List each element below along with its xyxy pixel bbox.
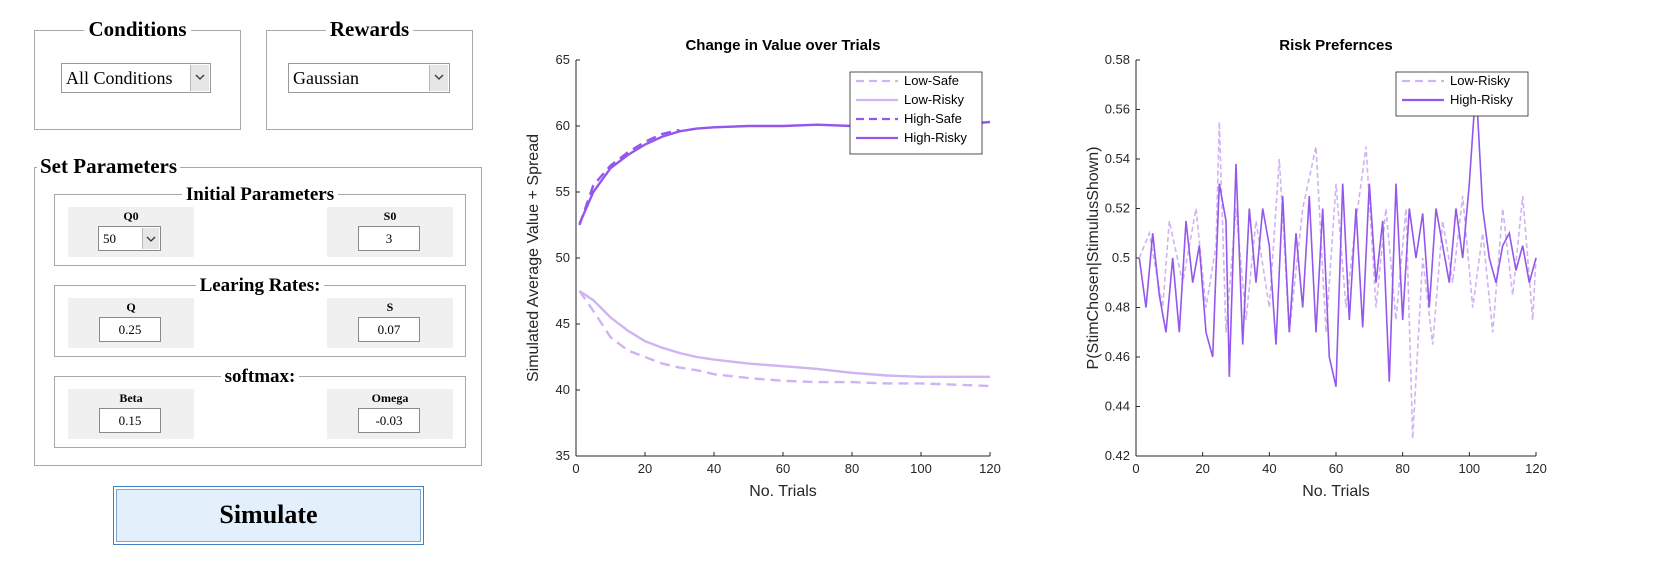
value-over-trials-chart: Change in Value over Trials 0 20 40 60 80 100 1… <box>525 37 1001 500</box>
conditions-title: Conditions <box>84 17 191 41</box>
y-tick-label: 0.54 <box>1105 151 1130 166</box>
x-tick-label: 40 <box>707 461 721 476</box>
x-tick-label: 120 <box>979 461 1001 476</box>
legend-label: Low-Risky <box>1450 73 1510 88</box>
x-tick-label: 120 <box>1525 461 1547 476</box>
y-tick-label: 0.5 <box>1112 250 1130 265</box>
q0-param: Q0 50 <box>68 207 194 257</box>
beta-label: Beta <box>119 391 143 405</box>
series-line-high-risky <box>1138 84 1537 387</box>
initial-parameters-group: Initial Parameters Q0 50 S0 3 <box>54 184 466 266</box>
x-tick-label: 20 <box>638 461 652 476</box>
y-tick-label: 45 <box>556 316 570 331</box>
rewards-panel: Rewards Gaussian <box>266 17 473 130</box>
learning-rates-group: Learing Rates: Q 0.25 S 0.07 <box>54 275 466 357</box>
s0-input[interactable]: 3 <box>358 226 420 251</box>
q-param: Q 0.25 <box>68 298 194 348</box>
set-parameters-title: Set Parameters <box>40 154 178 178</box>
initial-parameters-title: Initial Parameters <box>181 184 339 205</box>
y-tick-label: 0.48 <box>1105 300 1130 315</box>
omega-input[interactable]: -0.03 <box>358 408 420 433</box>
legend-label: Low-Safe <box>904 73 959 88</box>
x-tick-label: 100 <box>1458 461 1480 476</box>
x-axis-label: No. Trials <box>749 483 817 500</box>
series-line-high-safe <box>578 128 680 226</box>
q0-value: 50 <box>103 231 116 246</box>
risk-preferences-chart: Risk Prefernces 0 20 40 60 80 100 120 0.42 0.44 0.… <box>1085 37 1547 500</box>
omega-label: Omega <box>371 391 409 405</box>
legend-label: High-Safe <box>904 111 962 126</box>
y-tick-label: 55 <box>556 184 570 199</box>
x-tick-label: 0 <box>1132 461 1139 476</box>
x-tick-label: 80 <box>845 461 859 476</box>
legend-label: High-Risky <box>904 130 967 145</box>
chevron-down-icon[interactable] <box>190 65 209 91</box>
chevron-down-icon[interactable] <box>429 65 448 91</box>
s-input[interactable]: 0.07 <box>358 317 420 342</box>
s0-label: S0 <box>383 209 397 223</box>
y-axis-label: P(StimChosen|StimulusShown) <box>1085 147 1102 370</box>
beta-param: Beta 0.15 <box>68 389 194 439</box>
x-tick-label: 60 <box>1329 461 1343 476</box>
x-tick-label: 80 <box>1395 461 1409 476</box>
series-line-low-safe <box>578 290 991 388</box>
chart-title: Risk Prefernces <box>1279 37 1392 54</box>
y-tick-label: 0.44 <box>1105 399 1130 414</box>
s0-param: S0 3 <box>327 207 453 257</box>
x-tick-label: 60 <box>776 461 790 476</box>
learning-rates-title: Learing Rates: <box>195 275 325 296</box>
simulate-button[interactable]: Simulate <box>113 486 424 545</box>
x-tick-label: 100 <box>910 461 932 476</box>
y-tick-label: 65 <box>556 52 570 67</box>
y-tick-label: 0.58 <box>1105 52 1130 67</box>
series-line-low-risky <box>578 290 990 378</box>
chart-title: Change in Value over Trials <box>685 37 880 54</box>
q-label: Q <box>126 300 136 314</box>
y-tick-label: 40 <box>556 382 570 397</box>
softmax-title: softmax: <box>220 366 300 387</box>
rewards-selected: Gaussian <box>293 68 359 88</box>
s-label: S <box>386 300 394 314</box>
legend-label: High-Risky <box>1450 92 1513 107</box>
y-tick-label: 60 <box>556 118 570 133</box>
x-tick-label: 20 <box>1195 461 1209 476</box>
conditions-dropdown[interactable]: All Conditions <box>61 63 211 93</box>
legend-box <box>849 71 983 155</box>
y-tick-label: 35 <box>556 448 570 463</box>
y-tick-label: 0.56 <box>1105 102 1130 117</box>
q0-dropdown[interactable]: 50 <box>98 226 161 251</box>
omega-param: Omega -0.03 <box>327 389 453 439</box>
x-tick-label: 0 <box>572 461 579 476</box>
rewards-title: Rewards <box>325 17 414 41</box>
y-tick-label: 0.52 <box>1105 201 1130 216</box>
x-axis-label: No. Trials <box>1302 483 1370 500</box>
legend-label: Low-Risky <box>904 92 964 107</box>
chevron-down-icon[interactable] <box>142 228 159 249</box>
y-tick-label: 0.42 <box>1105 448 1130 463</box>
y-tick-label: 0.46 <box>1105 349 1130 364</box>
softmax-group: softmax: Beta 0.15 Omega -0.03 <box>54 366 466 448</box>
q-input[interactable]: 0.25 <box>99 317 161 342</box>
conditions-panel: Conditions All Conditions <box>34 17 241 130</box>
conditions-selected: All Conditions <box>66 68 173 88</box>
q0-label: Q0 <box>123 209 139 223</box>
x-tick-label: 40 <box>1262 461 1276 476</box>
beta-input[interactable]: 0.15 <box>99 408 161 433</box>
y-axis-label: Simulated Average Value + Spread <box>525 134 542 382</box>
set-parameters-panel: Set Parameters Initial Parameters Q0 50 … <box>34 154 482 466</box>
y-tick-label: 50 <box>556 250 570 265</box>
series-line-low-risky <box>1138 121 1537 439</box>
rewards-dropdown[interactable]: Gaussian <box>288 63 450 93</box>
legend-box <box>1395 71 1529 117</box>
s-param: S 0.07 <box>327 298 453 348</box>
